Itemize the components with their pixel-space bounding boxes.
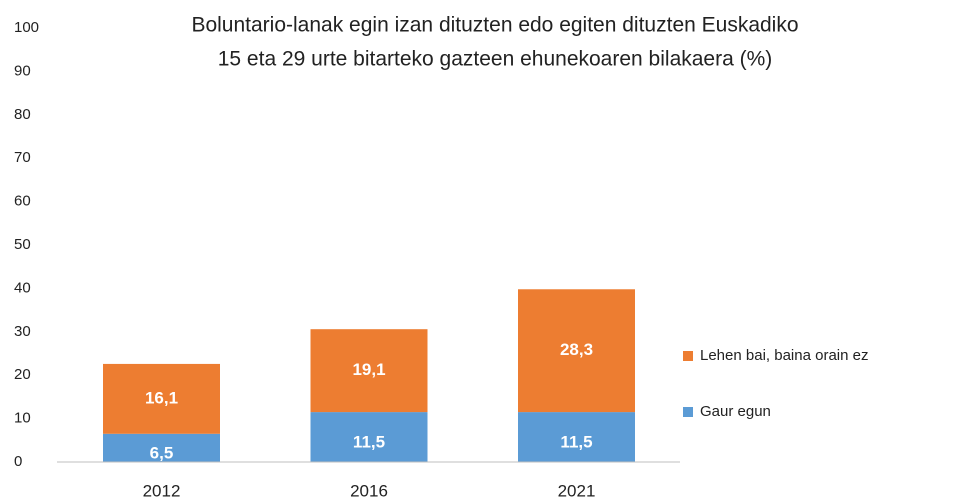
x-tick-label: 2016 [350, 481, 388, 500]
chart-title: 15 eta 29 urte bitarteko gazteen ehuneko… [218, 48, 773, 71]
bar-segment [103, 433, 220, 462]
bar-segment [310, 329, 428, 413]
y-tick-label: 30 [14, 323, 31, 340]
y-tick-label: 100 [14, 19, 39, 36]
legend-label: Gaur egun [700, 403, 771, 420]
y-tick-label: 40 [14, 279, 31, 296]
value-label: 6,5 [150, 443, 174, 462]
chart-title: Boluntario-lanak egin izan dituzten edo … [191, 14, 798, 37]
value-label: 11,5 [353, 433, 385, 452]
y-tick-label: 10 [14, 410, 31, 427]
y-tick-label: 70 [14, 149, 31, 166]
value-label: 16,1 [145, 388, 178, 407]
legend-swatch [683, 351, 693, 361]
x-tick-label: 2012 [143, 481, 181, 500]
bar-segment [103, 363, 220, 434]
x-tick-label: 2021 [558, 481, 596, 500]
y-tick-label: 90 [14, 62, 31, 79]
bar-segment [518, 289, 635, 413]
bar-segment [518, 412, 635, 462]
y-tick-label: 60 [14, 193, 31, 210]
y-tick-label: 0 [14, 453, 22, 470]
value-label: 19,1 [352, 360, 385, 379]
y-tick-label: 50 [14, 236, 31, 253]
y-tick-label: 80 [14, 106, 31, 123]
y-tick-label: 20 [14, 366, 31, 383]
value-label: 11,5 [560, 433, 592, 452]
legend-swatch [683, 407, 693, 417]
bar-segment [310, 412, 428, 462]
legend-label: Lehen bai, baina orain ez [700, 347, 868, 364]
value-label: 28,3 [560, 340, 593, 359]
